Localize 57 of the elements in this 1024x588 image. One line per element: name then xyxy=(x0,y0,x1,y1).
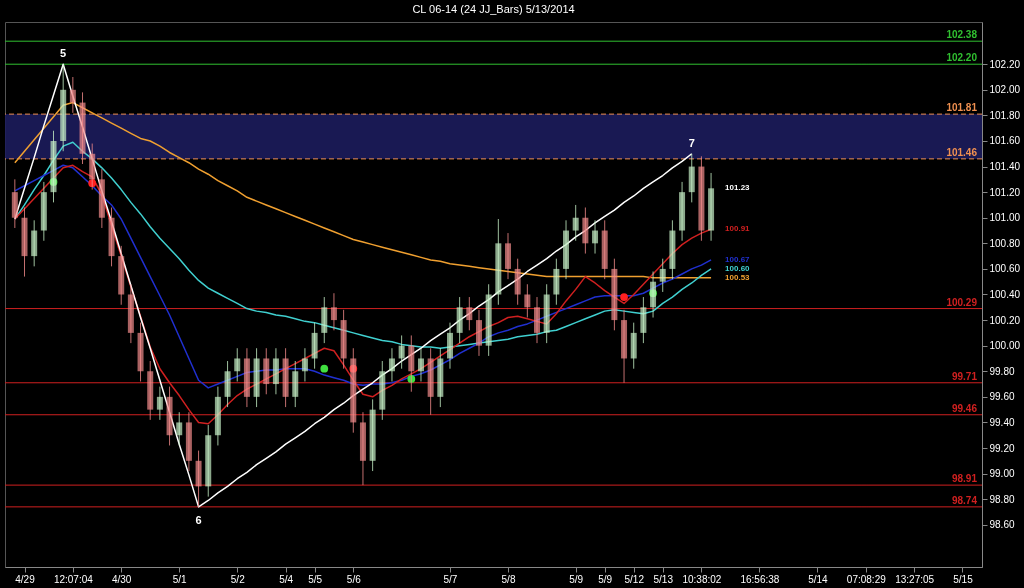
y-tick-label: 101.40 xyxy=(989,161,1021,173)
x-tick-label: 4/29 xyxy=(15,573,36,585)
x-tick-label: 16:56:38 xyxy=(740,573,780,585)
y-tick-label: 101.20 xyxy=(989,186,1021,198)
x-tick-label: 5/4 xyxy=(279,573,294,585)
data-label: 100.91 xyxy=(725,224,751,234)
data-label: 100.60 xyxy=(725,263,751,273)
ref-line-label: 102.20 xyxy=(946,52,978,64)
x-tick-label: 5/1 xyxy=(172,573,188,585)
data-label: 100.53 xyxy=(725,272,751,282)
x-tick-label: 10:38:02 xyxy=(682,573,722,585)
y-tick-label: 102.20 xyxy=(989,58,1021,70)
x-tick-label: 5/14 xyxy=(808,573,829,585)
x-tick-label: 12:07:04 xyxy=(53,573,94,585)
y-tick-label: 100.80 xyxy=(989,237,1021,249)
ref-line-label: 98.91 xyxy=(951,473,978,485)
y-tick-label: 98.60 xyxy=(989,519,1015,531)
x-tick-label: 5/15 xyxy=(953,573,974,585)
data-label: 100.67 xyxy=(725,254,751,264)
annotation: 6 xyxy=(195,513,202,526)
text: 101.23 xyxy=(725,183,750,193)
x-tick-label: 5/7 xyxy=(443,573,458,585)
y-tick-label: 100.00 xyxy=(989,340,1021,352)
ref-line-label: 98.74 xyxy=(951,494,978,506)
ref-line-label: 99.46 xyxy=(951,402,978,414)
ref-line-label: 100.29 xyxy=(946,296,978,308)
y-tick-label: 100.60 xyxy=(989,263,1021,275)
x-tick-label: 4/30 xyxy=(111,573,132,585)
y-tick-label: 100.40 xyxy=(989,289,1021,300)
ref-line-label: 101.81 xyxy=(946,102,978,114)
y-tick-label: 101.80 xyxy=(989,109,1021,121)
y-tick-label: 100.20 xyxy=(989,314,1021,326)
x-tick-label: 5/8 xyxy=(501,573,516,585)
x-tick-label: 5/2 xyxy=(230,573,246,585)
y-tick-label: 99.20 xyxy=(989,442,1015,454)
y-tick-label: 101.00 xyxy=(989,212,1021,224)
x-tick-label: 13:27:05 xyxy=(895,573,935,585)
x-tick-label: 07:08:29 xyxy=(846,573,887,585)
x-tick-label: 5/5 xyxy=(308,573,323,585)
y-tick-label: 99.00 xyxy=(989,468,1015,480)
x-tick-label: 5/9 xyxy=(598,573,613,585)
ref-line-label: 101.46 xyxy=(946,146,978,158)
ref-line-label: 102.38 xyxy=(946,29,978,41)
y-tick-label: 99.60 xyxy=(989,391,1015,403)
x-tick-label: 5/6 xyxy=(346,573,362,585)
x-tick-label: 5/12 xyxy=(624,573,645,585)
annotation: 5 xyxy=(60,47,67,60)
y-tick-label: 102.00 xyxy=(989,84,1021,96)
y-tick-label: 99.40 xyxy=(989,416,1015,428)
y-tick-label: 99.80 xyxy=(989,365,1015,377)
annotation: 7 xyxy=(688,136,695,149)
chart-title: CL 06-14 (24 JJ_Bars) 5/13/2014 xyxy=(412,3,575,16)
x-tick-label: 5/13 xyxy=(653,573,674,585)
ref-line-label: 99.71 xyxy=(951,370,978,382)
y-tick-label: 101.60 xyxy=(989,135,1021,147)
y-tick-label: 98.80 xyxy=(989,493,1015,505)
x-tick-label: 5/9 xyxy=(569,573,584,585)
